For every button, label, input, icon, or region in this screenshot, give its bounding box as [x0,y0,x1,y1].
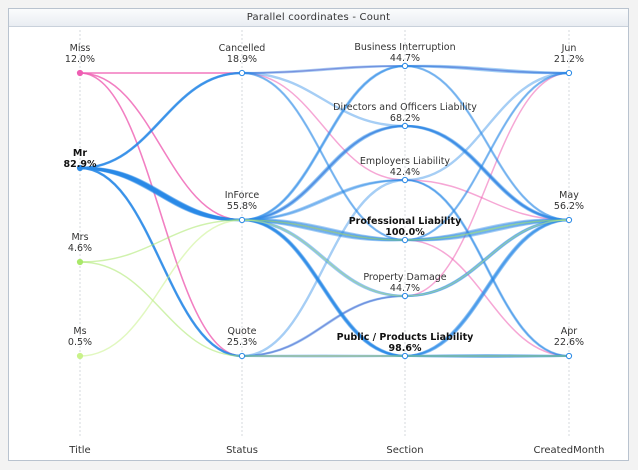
category-label-professional-liability: Professional Liability [349,216,462,227]
flow-line-mr-inforce-directors-and-officers-liability-may[interactable] [78,124,571,222]
category-percent-employers-liability: 42.4% [390,167,420,178]
category-percent-property-damage: 44.7% [390,283,420,294]
category-label-apr: Apr [561,326,578,337]
flow-line-mr-inforce-property-damage-may[interactable] [78,166,571,298]
flow-line-mr-inforce-public-products-liability-may[interactable] [78,166,571,358]
flow-line-mr-inforce-professional-liability-may[interactable] [78,166,571,242]
flow-line-mr-cancelled-business-interruption-may[interactable] [79,65,570,221]
category-label-property-damage: Property Damage [363,272,446,283]
node-createdmonth-apr[interactable] [565,352,573,360]
category-percent-quote: 25.3% [227,337,257,348]
node-title-miss[interactable] [76,69,84,77]
category-label-business-interruption: Business Interruption [354,42,455,53]
category-percent-directors-and-officers-liability: 68.2% [390,113,420,124]
axis-title-title: Title [68,445,90,456]
flow-line-mr-inforce-directors-and-officers-liability-may[interactable] [78,124,571,222]
category-percent-jun: 21.2% [554,54,584,65]
flow-line-ms-inforce-property-damage-may[interactable] [79,219,570,357]
node-createdmonth-jun[interactable] [565,69,573,77]
category-percent-mr: 82.9% [64,159,97,170]
category-label-mr: Mr [73,148,87,159]
flow-line-mr-inforce-public-products-liability-apr[interactable] [79,167,570,358]
flow-line-mrs-inforce-professional-liability-may[interactable] [79,219,570,263]
node-status-inforce[interactable] [238,216,246,224]
flow-line-mr-cancelled-business-interruption-may[interactable] [79,64,570,221]
category-percent-inforce: 55.8% [227,201,257,212]
flow-line-mr-inforce-directors-and-officers-liability-may[interactable] [78,124,571,222]
category-percent-may: 56.2% [554,201,584,212]
axis-title-createdmonth: CreatedMonth [534,445,605,456]
flow-line-mr-inforce-professional-liability-may[interactable] [78,166,571,242]
flow-line-mr-quote-public-products-liability-apr[interactable] [79,167,570,357]
flow-line-mr-inforce-professional-liability-may[interactable] [78,166,571,242]
flow-line-mr-cancelled-directors-and-officers-liability-may[interactable] [78,71,571,222]
flow-line-mr-inforce-business-interruption-jun[interactable] [78,64,571,222]
category-label-cancelled: Cancelled [219,43,266,54]
category-label-employers-liability: Employers Liability [360,156,451,167]
category-label-jun: Jun [561,43,577,54]
node-section-directors-and-officers-liability[interactable] [401,122,409,130]
flow-line-mr-inforce-professional-liability-may[interactable] [78,166,571,242]
flow-line-mr-quote-property-damage-may[interactable] [79,167,570,357]
node-section-property-damage[interactable] [401,292,409,300]
flow-line-mr-inforce-employers-liability-apr[interactable] [79,167,570,357]
flow-line-mr-inforce-public-products-liability-may[interactable] [78,166,571,358]
node-section-employers-liability[interactable] [401,176,409,184]
category-label-public-products-liability: Public / Products Liability [337,332,474,343]
flows [78,64,571,358]
flow-line-mr-quote-public-products-liability-apr[interactable] [79,167,570,358]
flow-line-mr-inforce-employers-liability-apr[interactable] [79,167,570,357]
flow-line-mr-inforce-property-damage-may[interactable] [78,166,571,298]
node-createdmonth-may[interactable] [565,216,573,224]
flow-line-mr-inforce-business-interruption-jun[interactable] [78,64,571,222]
category-label-quote: Quote [228,326,257,337]
flow-line-mr-cancelled-professional-liability-jun[interactable] [79,72,570,241]
flow-line-mr-quote-property-damage-may[interactable] [79,167,570,357]
flow-line-miss-cancelled-employers-liability-may[interactable] [79,72,570,221]
node-status-cancelled[interactable] [238,69,246,77]
category-percent-public-products-liability: 98.6% [389,343,422,354]
node-section-business-interruption[interactable] [401,62,409,70]
category-label-miss: Miss [70,43,91,54]
category-percent-apr: 22.6% [554,337,584,348]
flow-line-mr-inforce-business-interruption-jun[interactable] [78,64,571,222]
chart-title: Parallel coordinates - Count [9,9,628,27]
node-title-mrs[interactable] [76,258,84,266]
node-section-professional-liability[interactable] [401,236,409,244]
flow-line-mr-inforce-directors-and-officers-liability-may[interactable] [78,124,571,222]
category-percent-professional-liability: 100.0% [385,227,425,238]
node-title-mr[interactable] [76,164,84,172]
category-label-may: May [559,190,579,201]
category-percent-mrs: 4.6% [68,243,92,254]
flow-line-mr-quote-employers-liability-jun[interactable] [78,71,571,358]
axis-title-status: Status [226,445,258,456]
category-percent-ms: 0.5% [68,337,92,348]
flow-line-mr-inforce-public-products-liability-apr[interactable] [79,167,570,357]
flow-line-mr-inforce-public-products-liability-may[interactable] [78,166,571,358]
flow-line-mr-inforce-public-products-liability-apr[interactable] [79,167,570,357]
category-label-mrs: Mrs [71,232,88,243]
category-percent-cancelled: 18.9% [227,54,257,65]
category-label-ms: Ms [73,326,86,337]
axis-title-section: Section [386,445,423,456]
category-label-directors-and-officers-liability: Directors and Officers Liability [333,102,477,113]
category-label-inforce: InForce [225,190,260,201]
flow-line-mr-cancelled-professional-liability-jun[interactable] [79,72,570,241]
node-status-quote[interactable] [238,352,246,360]
flow-line-mr-inforce-employers-liability-apr[interactable] [79,167,570,357]
node-title-ms[interactable] [76,352,84,360]
category-percent-business-interruption: 44.7% [390,53,420,64]
flow-line-mr-inforce-public-products-liability-may[interactable] [78,166,571,358]
node-section-public-products-liability[interactable] [401,352,409,360]
category-percent-miss: 12.0% [65,54,95,65]
flow-line-mr-inforce-public-products-liability-may[interactable] [78,166,571,358]
